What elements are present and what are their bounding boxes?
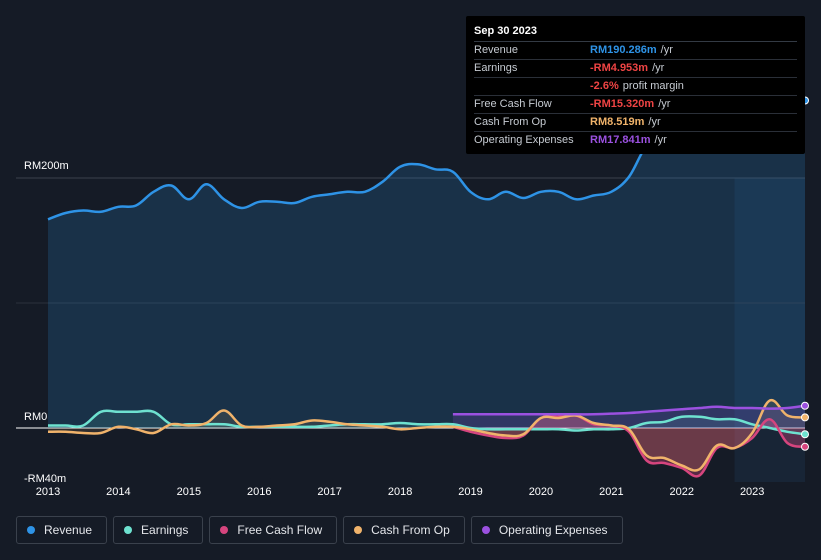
endpoint-earnings — [801, 430, 809, 439]
x-tick-label: 2014 — [106, 486, 130, 498]
tooltip-row: Revenue RM190.286m/yr — [474, 42, 797, 60]
x-tick-label: 2018 — [388, 486, 412, 498]
legend-dot-icon — [27, 526, 35, 534]
endpoint-operating-expenses — [801, 401, 809, 410]
legend-dot-icon — [124, 526, 133, 534]
line-operating-expenses — [452, 404, 806, 416]
legend: Revenue Earnings Free Cash Flow Cash From O… — [16, 516, 623, 546]
x-tick-label: 2016 — [247, 486, 271, 498]
x-tick-label: 2017 — [317, 486, 341, 498]
area-cash-from-op — [48, 400, 805, 471]
x-tick-label: 2020 — [529, 486, 553, 498]
tooltip-row: Operating Expenses RM17.841m/yr — [474, 132, 797, 149]
area-free-cash-flow — [452, 415, 805, 477]
tooltip-unit: /yr — [652, 62, 665, 74]
tooltip-label: Free Cash Flow — [474, 98, 552, 110]
tooltip-value: RM190.286m — [590, 44, 657, 56]
legend-dot-icon — [220, 526, 229, 534]
endpoint-free-cash-flow — [801, 442, 809, 451]
tooltip-value: RM8.519m — [590, 116, 645, 128]
legend-label: Revenue — [44, 523, 93, 537]
tooltip-rows: Revenue RM190.286m/yr Earnings -RM4.953m/yr… — [474, 42, 797, 149]
tooltip-unit: /yr — [648, 116, 661, 128]
tooltip-unit: profit margin — [622, 80, 684, 92]
legend-item-free-cash-flow[interactable]: Free Cash Flow — [209, 516, 338, 544]
area-revenue — [48, 78, 805, 428]
tooltip-label: Cash From Op — [474, 116, 547, 128]
tooltip-date: Sep 30 2023 — [474, 24, 797, 42]
endpoint-cash-from-op — [801, 413, 809, 422]
legend-dot-icon — [481, 526, 490, 534]
legend-item-cash-from-op[interactable]: Cash From Op — [343, 516, 465, 544]
legend-item-operating-expenses[interactable]: Operating Expenses — [470, 516, 623, 544]
x-tick-label: 2019 — [458, 486, 482, 498]
tooltip-row: Cash From Op RM8.519m/yr — [474, 114, 797, 132]
legend-label: Operating Expenses — [498, 523, 608, 537]
area-operating-expenses — [452, 405, 805, 428]
line-cash-from-op — [47, 398, 806, 472]
y-tick-label: RM200m — [24, 160, 69, 172]
tooltip-unit: /yr — [658, 98, 671, 110]
legend-dot-icon — [354, 526, 363, 534]
x-tick-label: 2021 — [599, 486, 623, 498]
x-tick-label: 2013 — [36, 486, 60, 498]
tooltip-row: -2.6% profit margin — [474, 78, 797, 96]
tooltip-label: Revenue — [474, 44, 519, 56]
line-free-cash-flow — [452, 413, 806, 478]
highlight-band — [734, 178, 805, 482]
legend-label: Free Cash Flow — [237, 523, 323, 537]
x-tick-label: 2015 — [177, 486, 201, 498]
legend-item-earnings[interactable]: Earnings — [113, 516, 204, 544]
tooltip-row: Free Cash Flow -RM15.320m/yr — [474, 96, 797, 114]
y-tick-label: RM0 — [24, 411, 47, 423]
legend-label: Earnings — [141, 523, 189, 537]
x-tick-label: 2022 — [670, 486, 694, 498]
y-tick-label: -RM40m — [24, 473, 66, 485]
tooltip-unit: /yr — [660, 44, 673, 56]
legend-label: Cash From Op — [371, 523, 450, 537]
tooltip-panel: Sep 30 2023 Revenue RM190.286m/yr Earnings… — [466, 16, 805, 154]
legend-item-revenue[interactable]: Revenue — [16, 516, 108, 544]
x-tick-label: 2023 — [740, 486, 764, 498]
tooltip-row: Earnings -RM4.953m/yr — [474, 60, 797, 78]
tooltip-label: Earnings — [474, 62, 518, 74]
tooltip-value: -RM4.953m — [590, 62, 649, 74]
tooltip-label — [474, 78, 590, 95]
tooltip-value: RM17.841m — [590, 134, 651, 146]
tooltip-value: -RM15.320m — [590, 98, 655, 110]
tooltip-label: Operating Expenses — [474, 134, 574, 146]
tooltip-unit: /yr — [654, 134, 667, 146]
tooltip-value: -2.6% — [590, 80, 619, 92]
